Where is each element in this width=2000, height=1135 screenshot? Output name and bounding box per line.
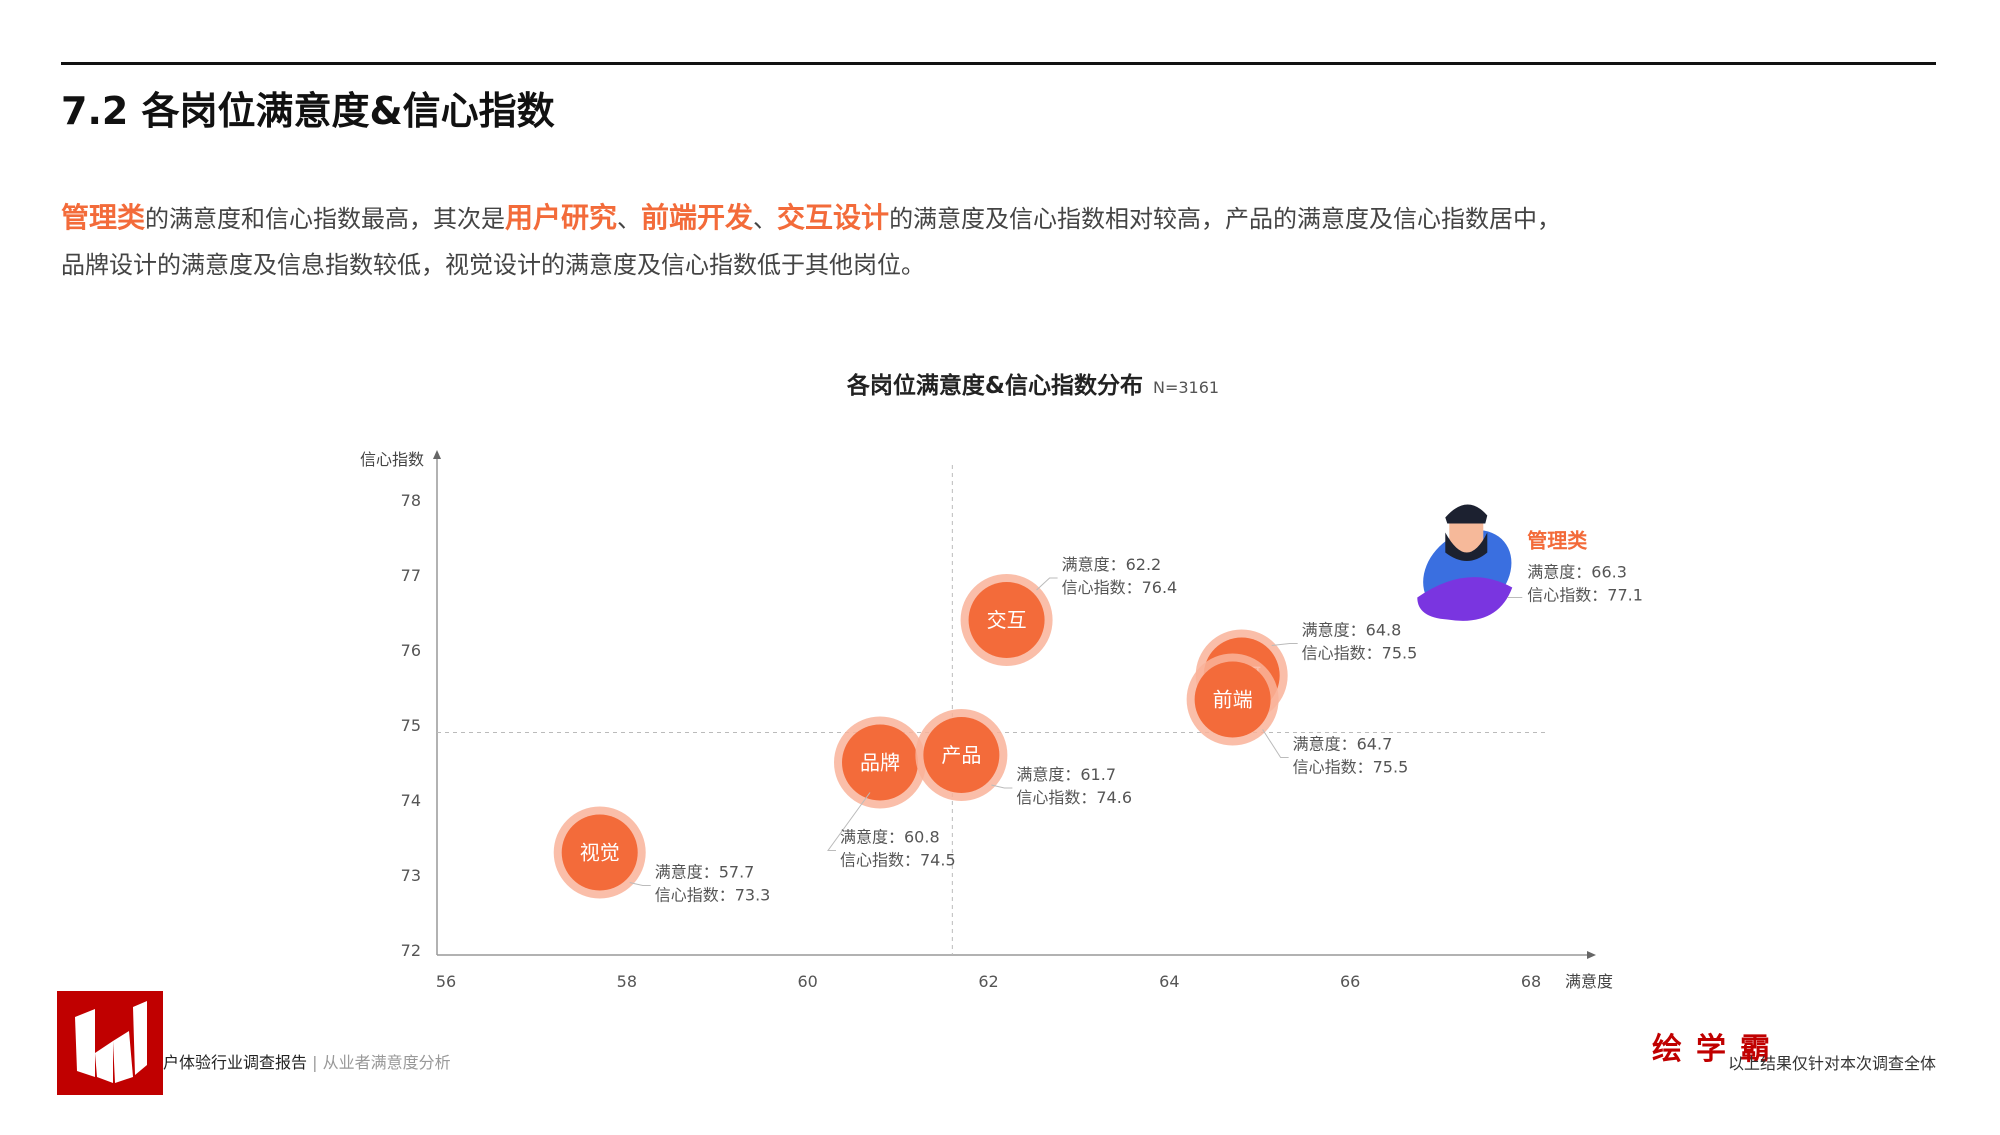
- summary-fragment: 、: [753, 205, 778, 233]
- page-title: 7.2 各岗位满意度&信心指数: [61, 89, 555, 133]
- x-tick-label: 64: [1159, 972, 1179, 991]
- leader-line: [1262, 729, 1289, 758]
- satisfaction-value: 满意度：64.8: [1302, 621, 1402, 640]
- y-axis-arrow-icon: [433, 450, 441, 459]
- footer-separator: |: [307, 1053, 323, 1072]
- leader-line: [991, 784, 1013, 789]
- satisfaction-value: 满意度：62.2: [1062, 555, 1162, 574]
- leader-line: [1271, 643, 1298, 646]
- summary-fragment: 、: [617, 205, 642, 233]
- bubble: [968, 582, 1045, 658]
- y-tick-label: 78: [401, 491, 421, 510]
- satisfaction-value: 满意度：64.7: [1293, 735, 1393, 754]
- x-tick-label: 62: [978, 972, 998, 991]
- chart-title: 各岗位满意度&信心指数分布 N=3161: [0, 366, 2000, 400]
- bubble: [842, 724, 918, 801]
- y-axis-label: 信心指数: [360, 450, 424, 469]
- summary-text: 管理类的满意度和信心指数最高，其次是用户研究、前端开发、交互设计的满意度及信心指…: [61, 195, 1861, 288]
- confidence-value: 信心指数：75.5: [1293, 758, 1409, 777]
- summary-fragment: 的满意度和信心指数最高，其次是: [145, 205, 506, 233]
- highlight-research: 用户研究: [505, 201, 618, 234]
- logo-w-icon: [75, 1001, 147, 1083]
- y-tick-label: 74: [401, 791, 421, 810]
- bubble-label: 产品: [941, 743, 981, 767]
- avatar-manager-icon: [1417, 504, 1513, 621]
- logo: [57, 991, 163, 1095]
- header-rule: [61, 62, 1936, 65]
- x-tick-label: 66: [1340, 972, 1360, 991]
- bubble-label: 前端: [1213, 688, 1253, 712]
- bubble: [1194, 661, 1271, 738]
- footer-left: 户体验行业调查报告 | 从业者满意度分析: [163, 1049, 451, 1073]
- satisfaction-value: 满意度：66.3: [1527, 563, 1627, 582]
- x-tick-label: 58: [617, 972, 637, 991]
- leader-line: [629, 882, 651, 886]
- confidence-value: 信心指数：77.1: [1527, 586, 1643, 605]
- footer-note: 以上结果仅针对本次调查全体: [1727, 1054, 1936, 1073]
- bubble-label: 交互: [987, 608, 1027, 632]
- bubble-label: 视觉: [580, 841, 620, 865]
- highlight-interaction: 交互设计: [777, 201, 890, 234]
- point-label: 管理类: [1527, 529, 1587, 553]
- x-tick-label: 68: [1521, 972, 1541, 991]
- highlight-management: 管理类: [61, 201, 146, 234]
- y-tick-label: 72: [401, 941, 421, 960]
- x-tick-label: 60: [797, 972, 817, 991]
- confidence-value: 信心指数：76.4: [1062, 578, 1178, 597]
- satisfaction-value: 满意度：57.7: [655, 863, 755, 882]
- x-axis-arrow-icon: [1587, 951, 1596, 959]
- section-name: 从业者满意度分析: [322, 1053, 451, 1072]
- bubble: [923, 717, 1000, 793]
- confidence-value: 信心指数：74.6: [1016, 788, 1132, 807]
- summary-fragment: 的满意度及信心指数相对较高，产品的满意度及信心指数居中，: [889, 205, 1562, 233]
- confidence-value: 信心指数：74.5: [840, 851, 956, 870]
- brand-watermark: 绘学霸: [1652, 1032, 1784, 1067]
- report-name: 户体验行业调查报告: [163, 1053, 308, 1072]
- highlight-frontend: 前端开发: [641, 201, 754, 234]
- x-tick-label: 56: [436, 972, 456, 991]
- chart-title-text: 各岗位满意度&信心指数分布: [846, 373, 1143, 399]
- y-tick-label: 75: [401, 716, 421, 735]
- summary-fragment: 品牌设计的满意度及信息指数较低，视觉设计的满意度及信心指数低于其他岗位。: [61, 251, 925, 279]
- x-axis-label: 满意度: [1565, 972, 1613, 991]
- leader-line: [827, 792, 871, 851]
- satisfaction-value: 满意度：60.8: [840, 828, 940, 847]
- leader-line: [1036, 577, 1058, 591]
- sample-size: N=3161: [1152, 378, 1220, 397]
- satisfaction-value: 满意度：61.7: [1016, 765, 1116, 784]
- y-tick-label: 76: [401, 641, 421, 660]
- confidence-value: 信心指数：73.3: [655, 886, 771, 905]
- confidence-value: 信心指数：75.5: [1302, 644, 1418, 663]
- y-tick-label: 73: [401, 866, 421, 885]
- y-tick-label: 77: [401, 566, 421, 585]
- bubble-label: 品牌: [860, 751, 900, 775]
- bubble: [561, 814, 638, 891]
